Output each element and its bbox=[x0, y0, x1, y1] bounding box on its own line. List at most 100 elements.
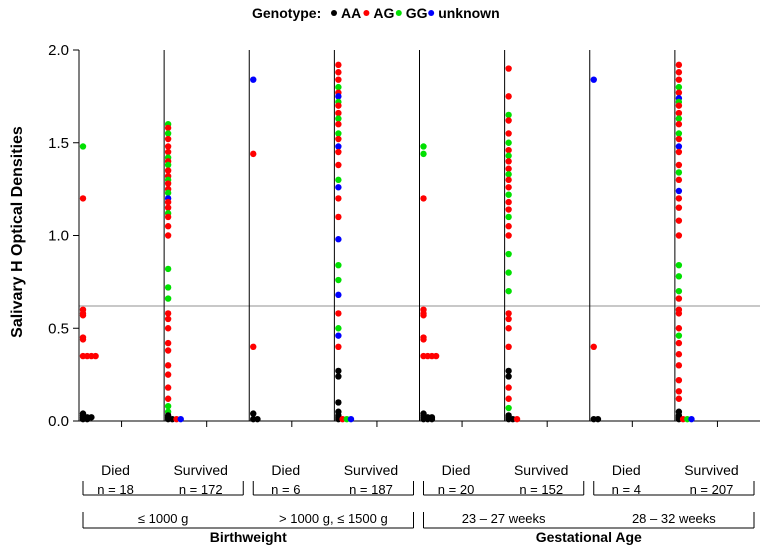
data-point bbox=[505, 310, 512, 317]
data-point bbox=[250, 76, 257, 83]
data-point bbox=[164, 362, 172, 369]
data-point bbox=[505, 139, 512, 146]
data-point bbox=[675, 287, 683, 295]
data-point bbox=[590, 76, 597, 83]
data-point bbox=[505, 65, 512, 72]
data-point bbox=[164, 310, 172, 317]
data-point bbox=[79, 143, 87, 150]
data-point bbox=[675, 388, 683, 395]
data-point bbox=[164, 148, 172, 156]
n-label: n = 152 bbox=[519, 482, 563, 497]
data-point bbox=[335, 135, 342, 143]
data-point bbox=[505, 367, 512, 375]
group-label: Survived bbox=[684, 462, 738, 478]
data-point bbox=[505, 250, 512, 258]
data-point bbox=[335, 121, 342, 128]
data-point bbox=[675, 273, 683, 280]
data-point bbox=[335, 343, 342, 350]
data-point bbox=[505, 158, 512, 165]
legend-marker bbox=[395, 10, 402, 16]
y-tick-label: 1.5 bbox=[48, 135, 69, 152]
section-label: Gestational Age bbox=[536, 529, 642, 545]
data-point bbox=[164, 347, 172, 354]
data-point bbox=[675, 61, 683, 69]
data-point bbox=[335, 310, 342, 317]
data-point bbox=[675, 143, 683, 150]
data-point bbox=[164, 384, 172, 391]
data-point bbox=[505, 165, 512, 172]
data-point bbox=[675, 332, 683, 339]
data-point bbox=[675, 89, 683, 96]
y-axis-title: Salivary H Optical Densities bbox=[9, 126, 26, 338]
data-point bbox=[335, 276, 342, 284]
data-point bbox=[335, 115, 342, 122]
data-point bbox=[675, 195, 683, 202]
legend-label: AG bbox=[373, 5, 394, 21]
legend-marker bbox=[363, 10, 370, 16]
data-point bbox=[164, 213, 172, 221]
legend-label: GG bbox=[406, 5, 428, 21]
data-point bbox=[505, 343, 512, 350]
legend-label: AA bbox=[341, 5, 361, 21]
data-point bbox=[505, 198, 512, 206]
data-point bbox=[675, 69, 683, 76]
n-label: n = 207 bbox=[690, 482, 734, 497]
data-point bbox=[250, 410, 257, 417]
n-label: n = 187 bbox=[349, 482, 393, 497]
data-point bbox=[675, 169, 683, 176]
data-point bbox=[688, 415, 695, 423]
data-point bbox=[420, 336, 427, 343]
legend-label: unknown bbox=[438, 5, 499, 21]
category-label: ≤ 1000 g bbox=[138, 511, 189, 526]
group-label: Survived bbox=[344, 462, 398, 478]
data-point bbox=[675, 204, 683, 211]
group-label: Died bbox=[101, 462, 130, 478]
data-point bbox=[675, 115, 683, 122]
data-point bbox=[675, 395, 683, 402]
data-point bbox=[420, 150, 427, 158]
data-point bbox=[335, 332, 342, 339]
data-point bbox=[505, 184, 512, 191]
data-point bbox=[675, 176, 683, 184]
data-point bbox=[164, 161, 172, 169]
data-point bbox=[675, 261, 683, 269]
data-point bbox=[594, 415, 602, 423]
data-point bbox=[675, 148, 683, 156]
legend-title: Genotype: bbox=[252, 5, 321, 21]
group-label: Survived bbox=[173, 462, 227, 478]
data-point bbox=[335, 195, 342, 202]
data-point bbox=[505, 171, 512, 178]
data-point bbox=[675, 295, 683, 302]
n-label: n = 18 bbox=[97, 482, 134, 497]
data-point bbox=[675, 102, 683, 109]
data-point bbox=[79, 336, 87, 343]
data-point bbox=[675, 130, 683, 137]
data-point bbox=[428, 415, 436, 423]
data-point bbox=[675, 121, 683, 128]
data-point bbox=[505, 206, 512, 213]
data-point bbox=[505, 404, 512, 412]
data-point bbox=[675, 310, 683, 317]
group-label: Died bbox=[442, 462, 471, 478]
data-point bbox=[505, 117, 512, 124]
data-point bbox=[675, 339, 683, 347]
data-point bbox=[164, 339, 172, 347]
data-point bbox=[590, 343, 597, 350]
data-point bbox=[335, 236, 342, 243]
data-point bbox=[675, 83, 683, 91]
data-point bbox=[84, 415, 91, 423]
data-point bbox=[164, 232, 172, 239]
category-label: 23 – 27 weeks bbox=[462, 511, 546, 526]
group-label: Survived bbox=[514, 462, 568, 478]
data-point bbox=[335, 325, 342, 332]
data-point bbox=[164, 371, 172, 378]
group-label: Died bbox=[612, 462, 641, 478]
data-point bbox=[675, 109, 683, 117]
data-point bbox=[335, 213, 342, 221]
data-point bbox=[164, 265, 172, 273]
data-point bbox=[164, 143, 172, 150]
data-point bbox=[92, 352, 99, 360]
data-point bbox=[335, 102, 342, 109]
n-label: n = 4 bbox=[612, 482, 641, 497]
